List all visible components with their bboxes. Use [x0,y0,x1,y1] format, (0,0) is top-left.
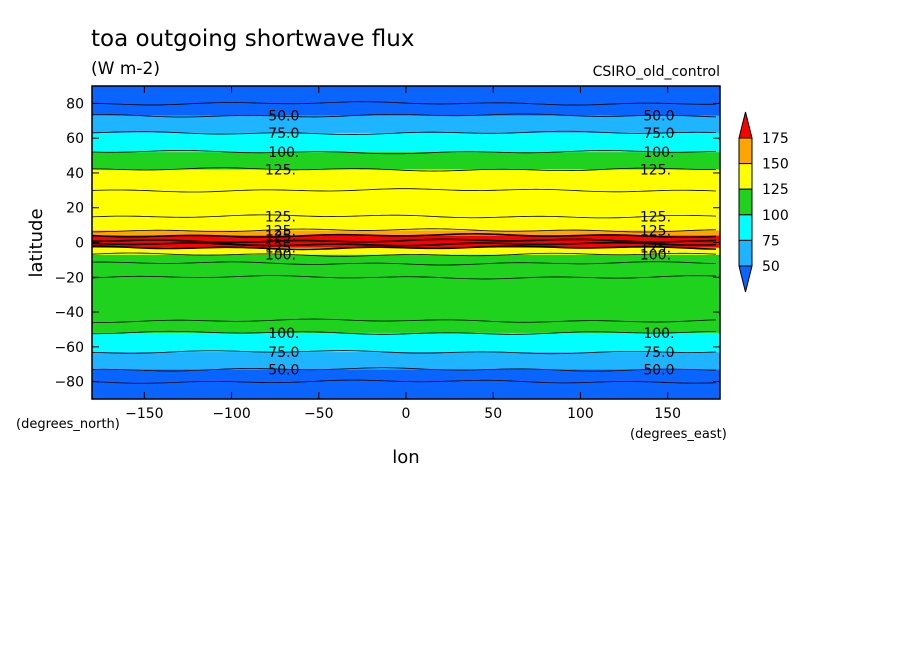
contour-label: 100. [640,248,671,264]
contour-band [92,230,720,236]
colorbar-tick-label: 150 [762,157,789,173]
colorbar-tick-label: 50 [762,259,780,275]
x-tick-label: 100 [567,406,594,422]
colorbar: 175 150 125 100 75 50 [738,111,789,293]
contour-band [92,247,720,255]
y-tick-label: −20 [54,270,84,286]
y-tick-label: 80 [66,96,84,112]
y-tick-label: −80 [54,375,84,391]
x-tick-label: 150 [654,406,681,422]
contour-label: 50.0 [268,362,299,378]
colorbar-segment [738,214,753,241]
contour-label: 125. [265,162,296,178]
contour-label: 125. [265,229,296,245]
contour-line [91,275,717,280]
contour-label: 50.0 [643,109,674,125]
contour-band [92,169,720,217]
chart-title: toa outgoing shortwave flux [91,26,414,52]
contour-line [91,233,717,239]
contour-line [91,214,717,219]
contour-line [91,330,717,335]
contour-label: 75.0 [643,345,674,361]
contour-label: 100. [268,145,299,161]
contour-line [91,101,717,106]
contour-line [91,350,717,355]
contour-line [91,113,717,118]
y-tick-label: 20 [66,201,84,217]
contour-line [91,252,717,257]
x-axis-units: (degrees_east) [630,427,727,442]
y-tick-label: 60 [66,131,84,147]
contour-band [92,152,720,170]
contour-label: 125. [265,241,296,257]
contour-label: 100. [268,326,299,342]
y-tick-label: −60 [54,340,84,356]
contour-line [91,188,717,193]
x-tick-label: 50 [484,406,502,422]
x-tick-label: −50 [304,406,334,422]
colorbar-segment [738,239,753,267]
contour-line [91,238,717,244]
dataset-name: CSIRO_old_control [593,64,720,80]
contour-label: 125. [640,209,671,225]
colorbar-tick-label: 100 [762,208,789,224]
contour-label: 100. [643,145,674,161]
colorbar-tick-label: 75 [762,233,780,249]
colorbar-segment [738,137,753,165]
colorbar-tick-label: 175 [762,131,789,147]
contour-label: 50.0 [643,362,674,378]
contour-band [92,132,720,153]
colorbar-segment [738,188,753,216]
contour-label: 125. [265,209,296,225]
x-tick-label: −150 [125,406,163,422]
y-tick-label: −40 [54,305,84,321]
contour-band [92,332,720,353]
chart-units: (W m-2) [91,59,160,79]
contour-label: 100. [265,248,296,264]
contour-line [91,167,717,172]
contour-line [91,228,717,233]
y-axis-ticks: 80 60 40 20 0 −20 −40 −60 −80 [54,96,720,391]
contour-band [92,115,720,133]
contour-label: 125. [265,223,296,239]
contour-label: 125. [640,162,671,178]
colorbar-segment [738,163,753,190]
contour-line [91,245,717,251]
contour-line [91,318,717,323]
contour-lines [91,101,717,384]
contour-line [91,379,717,384]
contour-label: 75.0 [268,126,299,142]
x-tick-label: 0 [402,406,411,422]
x-tick-label: −100 [212,406,250,422]
contour-line [91,150,717,155]
y-axis-units: (degrees_north) [16,417,120,432]
contour-band [92,254,720,333]
contour-line [91,241,717,247]
contour-band [92,216,720,231]
contour-label: 50.0 [268,109,299,125]
contour-line [91,130,717,135]
x-axis-ticks: −150 −100 −50 0 50 100 150 [125,86,681,422]
y-axis-label: latitude [26,208,47,277]
contour-label: 125. [640,241,671,257]
contour-label: 125. [640,223,671,239]
contour-label: 75.0 [268,345,299,361]
contour-line [91,367,717,372]
contour-line [91,261,717,266]
y-tick-label: 0 [75,236,84,252]
contour-band [92,352,720,370]
colorbar-extend-min [738,265,753,293]
y-tick-label: 40 [66,166,84,182]
colorbar-tick-label: 125 [762,182,789,198]
contour-labels: 50.075.0100.125.125.125.125.125.100.100.… [265,109,675,379]
contour-label: 100. [643,326,674,342]
x-axis-label: lon [392,447,419,468]
contour-label: 75.0 [643,126,674,142]
